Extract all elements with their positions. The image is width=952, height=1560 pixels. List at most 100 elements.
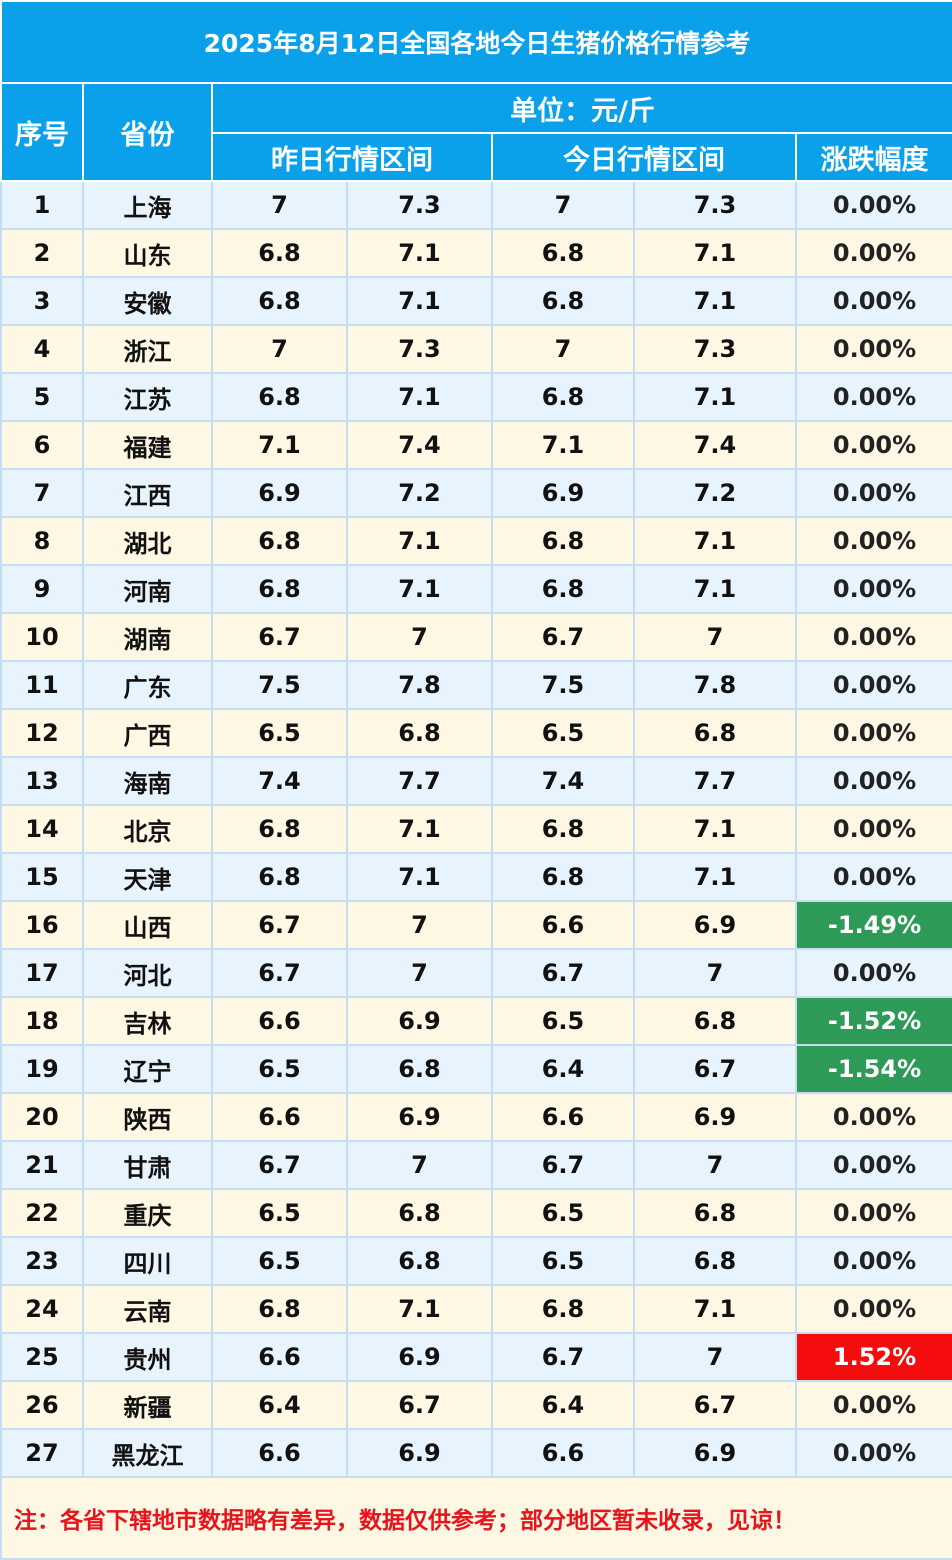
change-value: 0.00%	[794, 420, 952, 470]
change-value: 0.00%	[794, 1236, 952, 1286]
page-title: 2025年8月12日全国各地今日生猪价格行情参考	[0, 0, 952, 84]
yesterday-high: 7	[346, 948, 493, 998]
yesterday-low: 6.7	[211, 1140, 348, 1190]
yesterday-low: 6.5	[211, 1188, 348, 1238]
yesterday-high: 7.3	[346, 324, 493, 374]
table-row: 17 河北 6.7 7 6.7 7 0.00%	[0, 948, 952, 998]
change-value: 0.00%	[794, 1140, 952, 1190]
table-row: 6 福建 7.1 7.4 7.1 7.4 0.00%	[0, 420, 952, 470]
header-unit: 单位：元/斤	[210, 82, 952, 134]
yesterday-high: 7	[346, 1140, 493, 1190]
today-high: 7.4	[633, 420, 797, 470]
row-index: 23	[0, 1236, 84, 1286]
today-low: 6.8	[491, 564, 635, 614]
row-province: 吉林	[82, 996, 213, 1046]
row-index: 24	[0, 1284, 84, 1334]
today-high: 6.8	[633, 1188, 797, 1238]
today-low: 6.8	[491, 372, 635, 422]
row-index: 8	[0, 516, 84, 566]
table-row: 21 甘肃 6.7 7 6.7 7 0.00%	[0, 1140, 952, 1190]
header-yesterday-range: 昨日行情区间	[211, 132, 493, 182]
today-high: 6.9	[633, 1428, 797, 1478]
table-body: 1 上海 7 7.3 7 7.3 0.00% 2 山东 6.8 7.1 6.8 7.1 0.00% 3 安徽 6…	[0, 180, 952, 1478]
today-high: 6.7	[633, 1044, 797, 1094]
today-low: 6.8	[491, 804, 635, 854]
today-high: 7.7	[633, 756, 797, 806]
yesterday-low: 6.6	[211, 1092, 348, 1142]
table-row: 11 广东 7.5 7.8 7.5 7.8 0.00%	[0, 660, 952, 710]
change-value: 0.00%	[794, 180, 952, 230]
table-row: 26 新疆 6.4 6.7 6.4 6.7 0.00%	[0, 1380, 952, 1430]
row-province: 福建	[82, 420, 213, 470]
today-high: 7.1	[633, 804, 797, 854]
row-province: 天津	[82, 852, 213, 902]
today-high: 6.8	[633, 996, 797, 1046]
row-province: 新疆	[82, 1380, 213, 1430]
table-row: 2 山东 6.8 7.1 6.8 7.1 0.00%	[0, 228, 952, 278]
row-index: 27	[0, 1428, 84, 1478]
change-value: 0.00%	[794, 1380, 952, 1430]
row-province: 湖北	[82, 516, 213, 566]
row-index: 10	[0, 612, 84, 662]
row-index: 1	[0, 180, 84, 230]
today-low: 7.5	[491, 660, 635, 710]
row-province: 安徽	[82, 276, 213, 326]
yesterday-high: 7.1	[346, 1284, 493, 1334]
row-province: 云南	[82, 1284, 213, 1334]
row-province: 上海	[82, 180, 213, 230]
header-change: 涨跌幅度	[794, 132, 952, 182]
row-province: 浙江	[82, 324, 213, 374]
table-row: 19 辽宁 6.5 6.8 6.4 6.7 -1.54%	[0, 1044, 952, 1094]
today-high: 7.1	[633, 276, 797, 326]
today-low: 6.7	[491, 1140, 635, 1190]
yesterday-high: 7	[346, 900, 493, 950]
footer-note: 注：各省下辖地市数据略有差异，数据仅供参考；部分地区暂未收录，见谅！	[0, 1476, 952, 1560]
table-row: 16 山西 6.7 7 6.6 6.9 -1.49%	[0, 900, 952, 950]
row-province: 湖南	[82, 612, 213, 662]
table-row: 5 江苏 6.8 7.1 6.8 7.1 0.00%	[0, 372, 952, 422]
row-index: 11	[0, 660, 84, 710]
yesterday-low: 6.5	[211, 1236, 348, 1286]
today-high: 7.1	[633, 228, 797, 278]
yesterday-high: 7.7	[346, 756, 493, 806]
change-value: 0.00%	[794, 228, 952, 278]
row-index: 25	[0, 1332, 84, 1382]
change-value: 0.00%	[794, 756, 952, 806]
today-high: 6.7	[633, 1380, 797, 1430]
row-province: 山西	[82, 900, 213, 950]
yesterday-high: 6.9	[346, 1092, 493, 1142]
header-province: 省份	[82, 82, 213, 182]
today-low: 6.8	[491, 228, 635, 278]
yesterday-high: 7.3	[346, 180, 493, 230]
yesterday-low: 6.8	[211, 276, 348, 326]
row-province: 贵州	[82, 1332, 213, 1382]
today-low: 6.5	[491, 1236, 635, 1286]
change-value: 0.00%	[794, 276, 952, 326]
table-row: 18 吉林 6.6 6.9 6.5 6.8 -1.52%	[0, 996, 952, 1046]
yesterday-low: 6.5	[211, 1044, 348, 1094]
today-low: 7	[491, 180, 635, 230]
yesterday-low: 7.1	[211, 420, 348, 470]
row-province: 河南	[82, 564, 213, 614]
table-row: 25 贵州 6.6 6.9 6.7 7 1.52%	[0, 1332, 952, 1382]
today-high: 6.9	[633, 1092, 797, 1142]
table-row: 27 黑龙江 6.6 6.9 6.6 6.9 0.00%	[0, 1428, 952, 1478]
yesterday-low: 6.8	[211, 372, 348, 422]
yesterday-low: 6.7	[211, 612, 348, 662]
today-low: 6.8	[491, 516, 635, 566]
row-province: 北京	[82, 804, 213, 854]
header-today-range: 今日行情区间	[491, 132, 797, 182]
yesterday-high: 7	[346, 612, 493, 662]
today-low: 6.7	[491, 612, 635, 662]
today-high: 7.1	[633, 372, 797, 422]
table-row: 4 浙江 7 7.3 7 7.3 0.00%	[0, 324, 952, 374]
table-row: 23 四川 6.5 6.8 6.5 6.8 0.00%	[0, 1236, 952, 1286]
today-high: 6.9	[633, 900, 797, 950]
table-row: 20 陕西 6.6 6.9 6.6 6.9 0.00%	[0, 1092, 952, 1142]
table-row: 15 天津 6.8 7.1 6.8 7.1 0.00%	[0, 852, 952, 902]
yesterday-low: 6.9	[211, 468, 348, 518]
row-index: 13	[0, 756, 84, 806]
row-index: 16	[0, 900, 84, 950]
today-low: 6.6	[491, 1092, 635, 1142]
